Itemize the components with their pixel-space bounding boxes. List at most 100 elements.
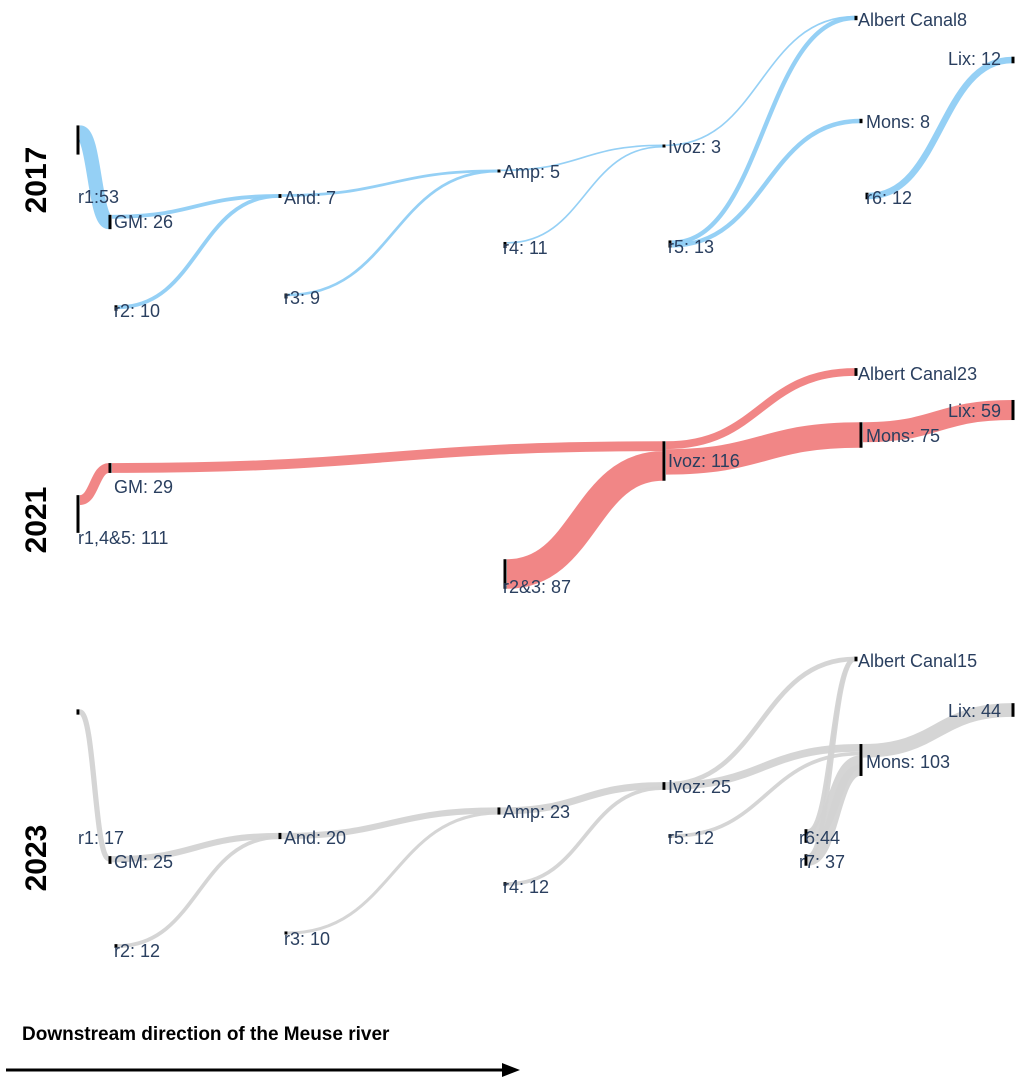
link-r1-to-GM: [78, 709, 111, 862]
node-label-Albert: Albert Canal15: [858, 651, 977, 671]
link-r6-to-Lix: [868, 56, 1013, 200]
node-r3: [284, 931, 288, 935]
year-label: 2023: [20, 825, 53, 892]
node-label-r5: r5: 12: [668, 828, 714, 848]
nodes: r1,4&5: 111 GM: 29 r2&3: 87 Ivoz: 116 Albert…: [76, 364, 1015, 597]
node-r6: [804, 829, 808, 843]
link-r7-to-Mons: [806, 764, 862, 866]
node-And: [278, 832, 282, 840]
link-Amp-to-Ivoz: [500, 144, 664, 172]
node-r7: [804, 854, 808, 866]
node-Lix: [1011, 703, 1015, 717]
node-Ivoz: [662, 441, 666, 481]
link-Ivoz-to-Mons: [665, 422, 861, 475]
link-GM-to-And: [111, 832, 280, 863]
link-Amp-to-Ivoz: [500, 782, 664, 815]
node-label-r4: r4: 12: [503, 877, 549, 897]
node-Mons: [859, 422, 863, 448]
year-label: 2021: [20, 487, 53, 554]
node-r5: [668, 240, 672, 248]
links: [76, 15, 1013, 310]
node-Ivoz: [662, 782, 666, 790]
node-r2: [114, 944, 118, 948]
link-r5-to-Mons: [671, 118, 861, 248]
node-label-r23: r2&3: 87: [503, 577, 571, 597]
node-label-r4: r4: 11: [503, 238, 548, 258]
node-label-Ivoz: Ivoz: 25: [668, 777, 731, 797]
link-Ivoz-to-Albert: [665, 656, 856, 787]
link-r3-to-Amp: [287, 811, 499, 935]
link-GM-to-Ivoz: [111, 441, 664, 473]
links: [78, 368, 1013, 589]
link-And-to-Amp: [281, 807, 499, 840]
link-r3-to-Amp: [287, 169, 499, 297]
node-label-Mons: Mons: 103: [866, 752, 950, 772]
node-r4: [503, 882, 507, 886]
node-label-r3: r3: 10: [284, 929, 330, 949]
node-label-r7: r7: 37: [799, 852, 845, 872]
node-label-Albert: Albert Canal8: [858, 10, 967, 30]
node-Mons: [859, 118, 863, 124]
downstream-arrow: [6, 1063, 520, 1077]
node-label-r1: r1: 17: [78, 828, 124, 848]
link-r1-to-GM: [76, 125, 113, 230]
node-label-Amp: Amp: 5: [503, 162, 560, 182]
link-Ivoz-to-Albert: [665, 368, 856, 450]
panel-2017: 2017 r1:53 GM: 26 r2: 10 And: 7 r3: 9 Amp: 5 r4…: [20, 10, 1015, 321]
link-Mons-to-Lix: [862, 399, 1013, 443]
node-label-Albert: Albert Canal23: [858, 364, 977, 384]
node-GM: [108, 856, 112, 864]
node-Amp: [497, 807, 501, 815]
node-label-And: And: 7: [284, 188, 336, 208]
node-label-Lix: Lix: 44: [948, 701, 1001, 721]
node-label-r2: r2: 10: [114, 301, 160, 321]
node-label-r3: r3: 9: [284, 288, 320, 308]
node-label-r6: r6: 12: [866, 188, 912, 208]
node-Lix: [1011, 56, 1015, 64]
node-label-Ivoz: Ivoz: 3: [668, 137, 721, 157]
node-r23: [503, 559, 507, 589]
panel-2021: 2021 r1,4&5: 111 GM: 29 r2&3: 87 Ivoz: 116 Al…: [20, 364, 1015, 597]
node-Lix: [1011, 399, 1015, 421]
node-r3: [284, 293, 288, 299]
downstream-caption: Downstream direction of the Meuse river: [22, 1024, 390, 1045]
node-label-Ivoz: Ivoz: 116: [668, 451, 740, 471]
node-Albert: [854, 656, 858, 662]
node-label-Lix: Lix: 59: [948, 401, 1001, 421]
year-label: 2017: [20, 147, 53, 214]
links: [78, 656, 1013, 948]
node-GM: [108, 214, 112, 230]
node-Albert: [854, 15, 858, 21]
link-GM-to-And: [111, 194, 280, 219]
node-label-Mons: Mons: 8: [866, 112, 930, 132]
node-label-r145: r1,4&5: 111: [78, 528, 168, 548]
node-label-GM: GM: 26: [114, 212, 173, 232]
node-label-r5: r5: 13: [668, 237, 714, 257]
node-label-Amp: Amp: 23: [503, 802, 570, 822]
node-label-r6: r6:44: [799, 828, 840, 848]
node-label-Lix: Lix: 12: [948, 49, 1001, 69]
node-Ivoz: [662, 144, 666, 148]
node-r5: [668, 834, 672, 838]
link-r4-to-Ivoz: [506, 145, 664, 244]
node-Albert: [854, 368, 858, 376]
node-label-GM: GM: 25: [114, 852, 173, 872]
link-r2-to-And: [117, 194, 280, 310]
node-label-r1: r1:53: [78, 187, 119, 207]
node-label-And: And: 20: [284, 828, 346, 848]
node-GM: [108, 463, 112, 473]
node-label-Mons: Mons: 75: [866, 426, 940, 446]
node-r6: [865, 192, 869, 200]
node-Amp: [497, 169, 501, 173]
panel-2023: 2023 r1: 17 GM: 25 r2: 12 And: 20 r3: 10 Amp: …: [20, 651, 1015, 961]
link-r4-to-Ivoz: [506, 786, 664, 886]
nodes: r1: 17 GM: 25 r2: 12 And: 20 r3: 10 Amp: 23 r4…: [76, 651, 1015, 961]
link-Ivoz-to-Albert: [665, 15, 856, 147]
node-r4: [503, 241, 507, 249]
node-Mons: [859, 744, 863, 776]
link-r2-to-And: [117, 835, 280, 948]
node-r1: [76, 125, 80, 155]
link-And-to-Amp: [281, 169, 499, 197]
node-label-GM: GM: 29: [114, 477, 173, 497]
